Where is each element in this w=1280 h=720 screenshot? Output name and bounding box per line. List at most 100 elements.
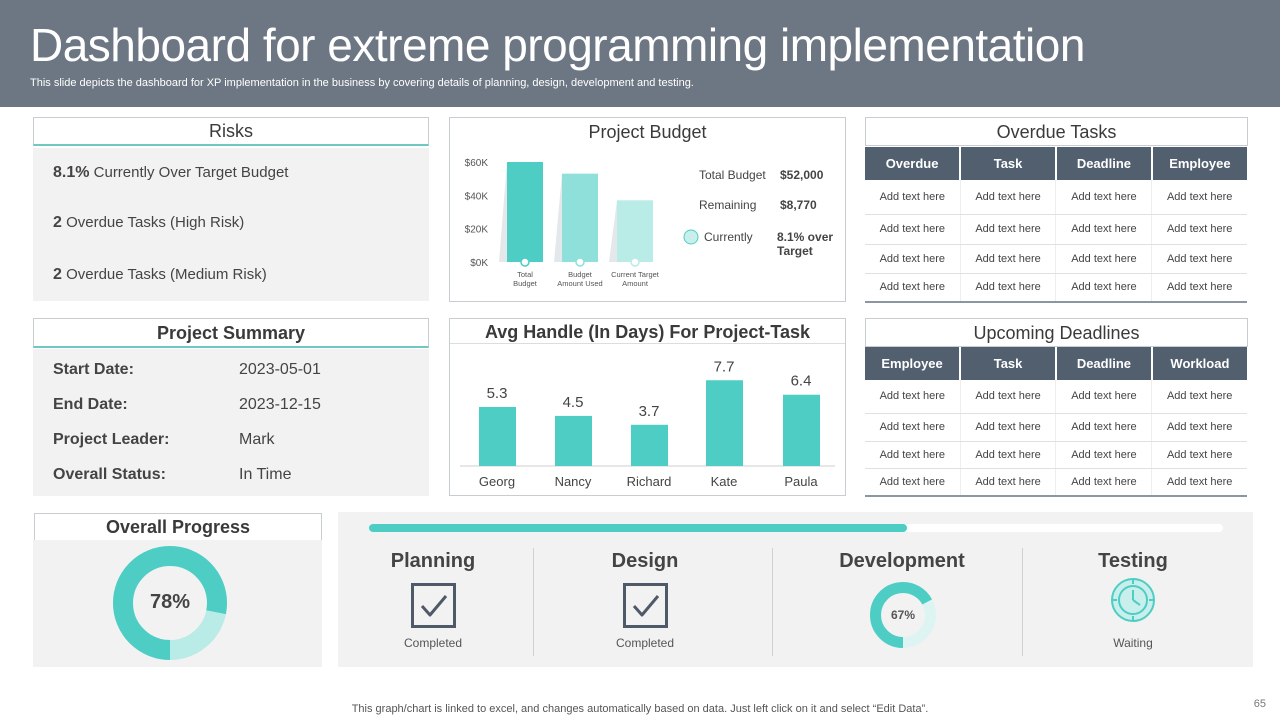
table-cell[interactable]: Add text here bbox=[960, 273, 1057, 303]
table-cell[interactable]: Add text here bbox=[960, 468, 1057, 497]
table-cell[interactable]: Add text here bbox=[960, 441, 1057, 469]
phase-development-title: Development bbox=[839, 550, 965, 572]
table-cell[interactable]: Add text here bbox=[1151, 380, 1247, 414]
table-cell[interactable]: Add text here bbox=[865, 380, 961, 414]
end-date-label: End Date: bbox=[53, 396, 128, 413]
clock-icon bbox=[1111, 578, 1155, 622]
table-header: Task bbox=[960, 347, 1057, 380]
table-row: Add text here Add text here Add text here A… bbox=[865, 273, 1247, 303]
currently-label: Currently bbox=[704, 230, 753, 244]
bar-shadow bbox=[609, 200, 617, 262]
table-header: Employee bbox=[865, 347, 962, 380]
table-cell[interactable]: Add text here bbox=[960, 180, 1057, 215]
table-cell[interactable]: Add text here bbox=[960, 244, 1057, 274]
bar-shadow bbox=[499, 162, 507, 262]
overall-status-label: Overall Status: bbox=[53, 466, 166, 483]
data-label: 5.3 bbox=[487, 385, 508, 402]
table-cell[interactable]: Add text here bbox=[1055, 468, 1153, 497]
data-label: 6.4 bbox=[791, 373, 812, 390]
x-tick-label: Nancy bbox=[555, 474, 592, 489]
page-title: Dashboard for extreme programming implem… bbox=[30, 19, 1085, 71]
table-cell[interactable]: Add text here bbox=[1151, 214, 1247, 245]
remaining-label: Remaining bbox=[699, 198, 757, 212]
table-row: Add text here Add text here Add text here A… bbox=[865, 441, 1247, 469]
development-donut bbox=[870, 582, 936, 648]
table-row: Add text here Add text here Add text here A… bbox=[865, 413, 1247, 442]
table-cell[interactable]: Add text here bbox=[1151, 180, 1247, 215]
budget-bar[interactable] bbox=[617, 200, 653, 262]
budget-title: Project Budget bbox=[450, 120, 845, 144]
page-subtitle: This slide depicts the dashboard for XP … bbox=[30, 77, 694, 89]
avg-bar[interactable] bbox=[555, 415, 592, 466]
bar-marker bbox=[520, 257, 530, 267]
currently-circle-icon bbox=[683, 229, 699, 245]
table-cell[interactable]: Add text here bbox=[865, 468, 961, 497]
budget-bar[interactable] bbox=[507, 162, 543, 262]
table-cell[interactable]: Add text here bbox=[1151, 244, 1247, 274]
table-cell[interactable]: Add text here bbox=[865, 441, 961, 469]
upcoming-title: Upcoming Deadlines bbox=[865, 318, 1248, 347]
divider bbox=[1022, 548, 1023, 656]
phase-design-title: Design bbox=[611, 550, 679, 572]
x-tick-label: Kate bbox=[711, 474, 738, 489]
table-cell[interactable]: Add text here bbox=[1055, 413, 1153, 442]
progress-title: Overall Progress bbox=[34, 513, 322, 540]
table-cell[interactable]: Add text here bbox=[1055, 380, 1153, 414]
table-cell[interactable]: Add text here bbox=[865, 413, 961, 442]
y-tick-label: $60K bbox=[465, 158, 489, 169]
table-cell[interactable]: Add text here bbox=[865, 273, 961, 303]
table-cell[interactable]: Add text here bbox=[1151, 273, 1247, 303]
table-cell[interactable]: Add text here bbox=[865, 214, 961, 245]
table-cell[interactable]: Add text here bbox=[960, 413, 1057, 442]
overdue-title: Overdue Tasks bbox=[865, 117, 1248, 146]
phase-design-status: Completed bbox=[615, 636, 675, 650]
risk-item: 2 Overdue Tasks (High Risk) bbox=[53, 214, 245, 231]
avg-bar[interactable] bbox=[631, 424, 668, 466]
start-date-value: 2023-05-01 bbox=[239, 361, 321, 378]
bar-marker bbox=[575, 257, 585, 267]
project-leader-value: Mark bbox=[239, 431, 275, 448]
currently-value: 8.1% over Target bbox=[777, 230, 834, 258]
upcoming-table: Employee Task Deadline Workload Add text… bbox=[865, 347, 1247, 497]
avg-handle-title: Avg Handle (In Days) For Project-Task bbox=[450, 320, 845, 344]
table-cell[interactable]: Add text here bbox=[1151, 468, 1247, 497]
risks-title: Risks bbox=[33, 117, 429, 146]
progress-fill bbox=[369, 524, 908, 532]
bar-marker bbox=[630, 257, 640, 267]
table-header: Deadline bbox=[1055, 347, 1153, 380]
phase-testing-title: Testing bbox=[1098, 550, 1168, 572]
summary-title: Project Summary bbox=[33, 318, 429, 348]
table-cell[interactable]: Add text here bbox=[1055, 180, 1153, 215]
table-row: Add text here Add text here Add text here A… bbox=[865, 244, 1247, 274]
x-tick-label: Total Budget bbox=[513, 270, 538, 288]
table-cell[interactable]: Add text here bbox=[865, 244, 961, 274]
avg-bar[interactable] bbox=[783, 394, 820, 466]
avg-bar[interactable] bbox=[706, 380, 743, 466]
data-label: 3.7 bbox=[639, 403, 660, 420]
table-cell[interactable]: Add text here bbox=[960, 380, 1057, 414]
table-cell[interactable]: Add text here bbox=[960, 214, 1057, 245]
table-cell[interactable]: Add text here bbox=[1055, 273, 1153, 303]
data-label: 7.7 bbox=[714, 358, 735, 375]
table-cell[interactable]: Add text here bbox=[1055, 441, 1153, 469]
overdue-table: Overdue Task Deadline Employee Add text … bbox=[865, 147, 1247, 303]
table-row: Add text here Add text here Add text here A… bbox=[865, 214, 1247, 245]
checkbox-icon bbox=[411, 583, 456, 628]
table-cell[interactable]: Add text here bbox=[1055, 244, 1153, 274]
divider bbox=[533, 548, 534, 656]
project-leader-label: Project Leader: bbox=[53, 431, 170, 448]
budget-bar[interactable] bbox=[562, 173, 598, 262]
table-cell[interactable]: Add text here bbox=[865, 180, 961, 215]
risk-item: 8.1% Currently Over Target Budget bbox=[53, 164, 289, 181]
table-cell[interactable]: Add text here bbox=[1151, 413, 1247, 442]
overall-status-value: In Time bbox=[239, 466, 292, 483]
page-number: 65 bbox=[1253, 698, 1266, 710]
table-row: Add text here Add text here Add text here A… bbox=[865, 180, 1247, 215]
table-row: Add text here Add text here Add text here A… bbox=[865, 380, 1247, 414]
table-cell[interactable]: Add text here bbox=[1055, 214, 1153, 245]
avg-bar[interactable] bbox=[479, 406, 516, 466]
table-cell[interactable]: Add text here bbox=[1151, 441, 1247, 469]
avg-handle-chart: 5.3 Georg 4.5 Nancy 3.7 Richard 7.7 Kate 6.4 Paul… bbox=[460, 358, 835, 489]
total-budget-value: $52,000 bbox=[780, 168, 824, 182]
